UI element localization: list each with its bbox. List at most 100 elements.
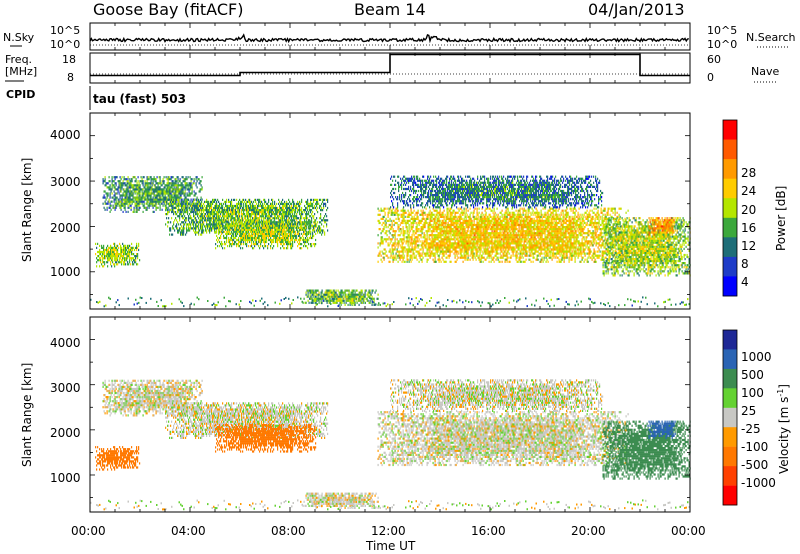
velocity-cell [168,402,169,404]
power-cell [194,221,195,223]
velocity-cell [178,410,179,412]
power-cell [112,188,113,190]
velocity-cell [122,446,123,448]
velocity-cell [117,454,118,456]
velocity-cell [183,380,184,382]
velocity-cell [128,414,129,416]
velocity-cell [187,386,188,388]
power-cell [186,231,187,233]
power-cell [201,234,202,236]
power-cell [112,178,113,180]
power-cell [239,213,240,215]
velocity-cell [121,392,122,394]
velocity-cell [134,390,135,392]
velocity-cell [199,382,200,384]
velocity-cell [153,386,154,388]
velocity-cell [103,448,104,450]
velocity-cell [142,406,143,408]
velocity-cell [194,402,195,404]
power-cell [232,215,233,217]
velocity-cell [120,380,121,382]
velocity-cell [188,423,189,425]
velocity-cell [192,392,193,394]
velocity-cell [160,398,161,400]
power-cell [201,197,202,199]
velocity-cell [249,402,250,404]
power-cell [224,207,225,209]
velocity-cell [139,386,140,388]
velocity-cell [194,386,195,388]
power-cell [124,261,125,263]
power-cell [111,209,112,211]
power-cell [191,205,192,207]
power-cell [106,247,107,249]
power-cell [168,180,169,182]
power-cell [140,186,141,188]
velocity-cell [178,402,179,404]
power-cell [157,176,158,178]
power-cell [134,209,135,211]
power-cell [248,211,249,213]
power-cell [181,194,182,196]
power-cell [161,201,162,203]
velocity-cell [114,448,115,450]
power-cell [104,261,105,263]
power-cell [127,257,128,259]
power-cell [192,178,193,180]
velocity-cell [136,452,137,454]
velocity-cell [164,386,165,388]
velocity-cell [202,423,203,425]
velocity-cell [117,380,118,382]
power-cell [110,211,111,213]
power-cell [100,257,101,259]
power-cell [233,207,234,209]
power-cell [185,180,186,182]
velocity-cell [147,410,148,412]
velocity-cell [156,408,157,410]
velocity-cell [211,408,212,410]
velocity-cell [181,400,182,402]
power-cell [160,186,161,188]
velocity-cell [231,406,232,408]
velocity-cell [197,419,198,421]
power-cell [202,227,203,229]
velocity-cell [116,386,117,388]
power-cell [169,234,170,236]
velocity-cell [180,427,181,429]
power-cell [167,213,168,215]
power-cell [165,186,166,188]
velocity-cell [181,429,182,431]
power-cell [221,217,222,219]
power-cell [116,247,117,249]
velocity-cell [206,435,207,437]
velocity-cell [197,380,198,382]
velocity-cell [241,408,242,410]
velocity-cell [137,456,138,458]
power-cell [143,194,144,196]
velocity-cell [95,446,96,448]
power-cell [121,263,122,265]
power-cell [193,203,194,205]
power-cell [162,209,163,211]
velocity-cell [117,466,118,468]
power-cell [150,205,151,207]
power-cell [163,178,164,180]
velocity-cell [191,384,192,386]
velocity-cell [222,408,223,410]
power-cell [104,251,105,253]
power-cell [194,190,195,192]
power-cell [113,197,114,199]
power-cell [148,176,149,178]
velocity-cell [129,464,130,466]
power-cell [171,217,172,219]
velocity-cell [152,388,153,390]
velocity-cell [129,410,130,412]
power-cell [126,249,127,251]
power-cell [244,213,245,215]
velocity-cell [198,402,199,404]
power-cell [137,263,138,265]
power-cell [181,225,182,227]
velocity-cell [140,406,141,408]
power-cell [116,261,117,263]
power-cell [186,197,187,199]
